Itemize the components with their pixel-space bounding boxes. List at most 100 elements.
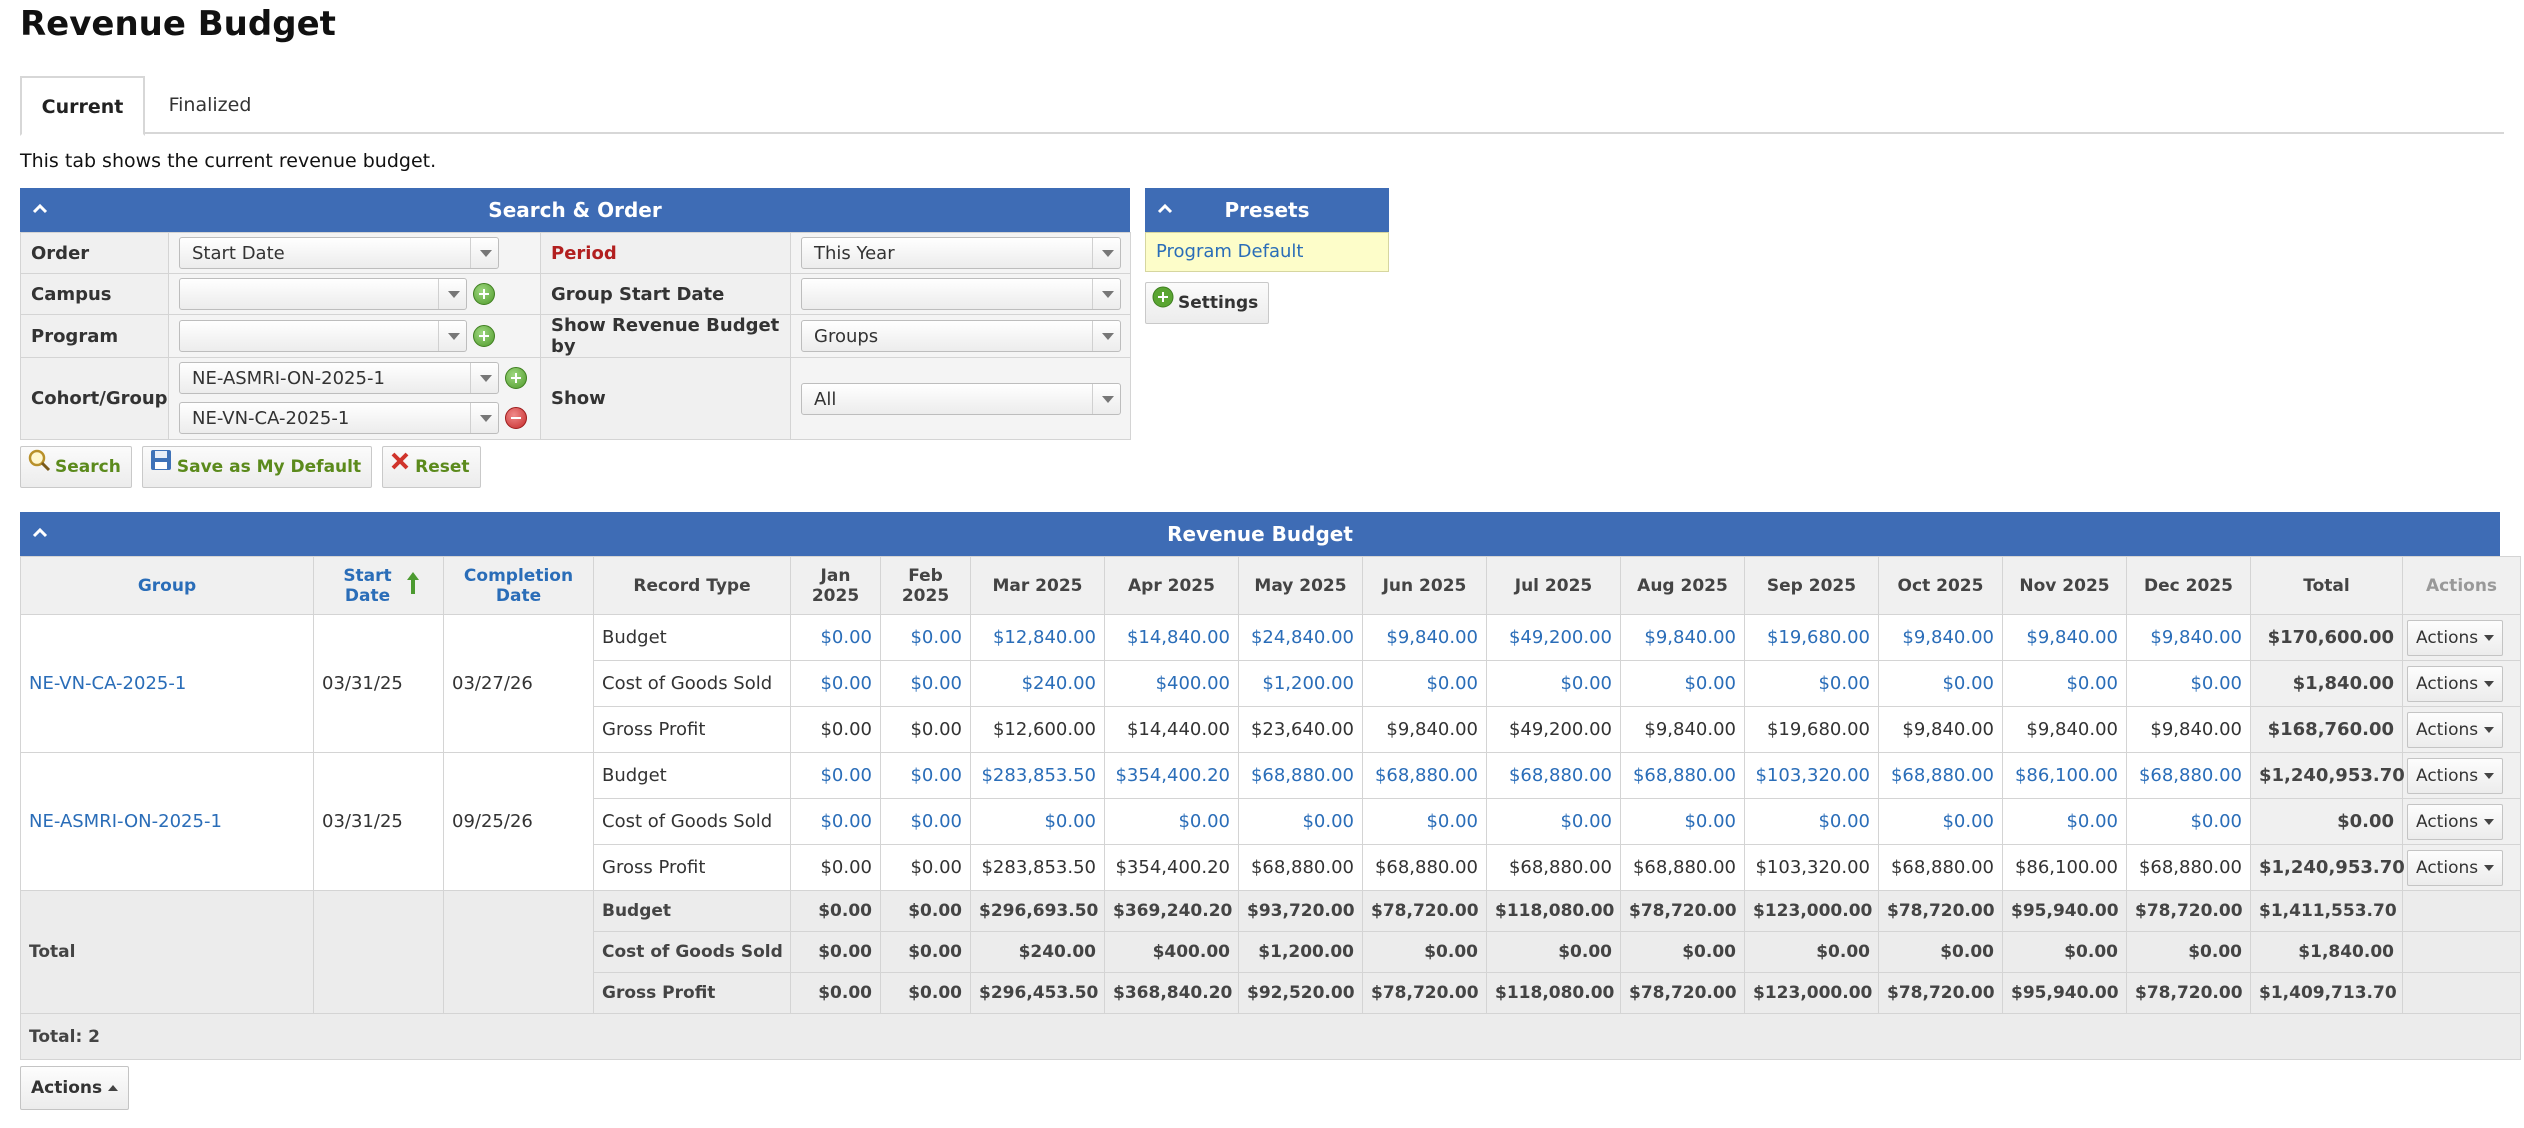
amount-link[interactable]: $0.00: [790, 752, 881, 799]
collapse-chevron-icon[interactable]: [30, 188, 50, 232]
presets-panel: Presets Program Default: [1145, 188, 1389, 272]
amount-link[interactable]: $0.00: [790, 614, 881, 661]
amount-link[interactable]: $9,840.00: [1362, 614, 1487, 661]
add-campus-icon[interactable]: [473, 283, 495, 305]
tab-finalized[interactable]: Finalized: [168, 94, 252, 116]
amount-link[interactable]: $68,880.00: [1620, 752, 1745, 799]
row-actions-button[interactable]: Actions: [2407, 665, 2504, 702]
show-by-select[interactable]: Groups: [801, 320, 1121, 352]
amount-link[interactable]: $0.00: [880, 660, 971, 707]
group-link[interactable]: NE-ASMRI-ON-2025-1: [20, 752, 314, 891]
col-month-1: Feb 2025: [880, 556, 971, 615]
reset-button[interactable]: Reset: [382, 446, 481, 488]
amount-link[interactable]: $19,680.00: [1744, 614, 1879, 661]
row-actions-button[interactable]: Actions: [2407, 849, 2504, 886]
settings-button[interactable]: Settings: [1145, 282, 1270, 324]
amount-cell: $68,880.00: [1486, 844, 1621, 891]
cohort-select-1[interactable]: NE-ASMRI-ON-2025-1: [179, 361, 499, 394]
row-actions-cell: Actions: [2402, 660, 2521, 707]
amount-link[interactable]: $49,200.00: [1486, 614, 1621, 661]
amount-link[interactable]: $0.00: [1486, 798, 1621, 845]
add-cohort-icon[interactable]: [505, 366, 527, 389]
amount-link[interactable]: $9,840.00: [2126, 614, 2251, 661]
group-start-select[interactable]: [801, 278, 1121, 310]
show-select[interactable]: All: [801, 382, 1121, 415]
amount-link[interactable]: $0.00: [1878, 798, 2003, 845]
col-group[interactable]: Group: [20, 556, 314, 615]
caret-down-icon: [2484, 634, 2495, 641]
row-actions-button[interactable]: Actions: [2407, 619, 2504, 656]
preset-program-default[interactable]: Program Default: [1145, 232, 1389, 272]
amount-link[interactable]: $0.00: [1744, 798, 1879, 845]
amount-link[interactable]: $0.00: [1104, 798, 1239, 845]
program-select[interactable]: [179, 320, 467, 352]
amount-link[interactable]: $0.00: [880, 614, 971, 661]
row-actions-button[interactable]: Actions: [2407, 803, 2504, 840]
col-start-date[interactable]: Start Date: [313, 556, 444, 615]
save-default-button[interactable]: Save as My Default: [141, 446, 373, 488]
amount-link[interactable]: $283,853.50: [970, 752, 1105, 799]
group-link[interactable]: NE-VN-CA-2025-1: [20, 614, 314, 753]
col-completion-date[interactable]: Completion Date: [443, 556, 594, 615]
amount-link[interactable]: $0.00: [970, 798, 1105, 845]
add-program-icon[interactable]: [473, 325, 495, 347]
amount-link[interactable]: $0.00: [1620, 660, 1745, 707]
amount-link[interactable]: $0.00: [790, 660, 881, 707]
amount-link[interactable]: $0.00: [2002, 660, 2127, 707]
amount-link[interactable]: $68,880.00: [1238, 752, 1363, 799]
amount-link[interactable]: $0.00: [1238, 798, 1363, 845]
amount-link[interactable]: $68,880.00: [1486, 752, 1621, 799]
amount-link[interactable]: $0.00: [1620, 798, 1745, 845]
amount-link[interactable]: $0.00: [1362, 798, 1487, 845]
amount-link[interactable]: $86,100.00: [2002, 752, 2127, 799]
amount-link[interactable]: $0.00: [2126, 660, 2251, 707]
totals-actions-empty: [2402, 931, 2521, 973]
amount-link[interactable]: $9,840.00: [1878, 614, 2003, 661]
amount-link[interactable]: $400.00: [1104, 660, 1239, 707]
cohort-select-2[interactable]: NE-VN-CA-2025-1: [179, 401, 499, 434]
amount-link[interactable]: $68,880.00: [1362, 752, 1487, 799]
amount-cell: $49,200.00: [1486, 706, 1621, 753]
amount-link[interactable]: $103,320.00: [1744, 752, 1879, 799]
amount-link[interactable]: $9,840.00: [2002, 614, 2127, 661]
collapse-chevron-icon[interactable]: [30, 512, 50, 556]
amount-link[interactable]: $0.00: [1486, 660, 1621, 707]
amount-link[interactable]: $1,200.00: [1238, 660, 1363, 707]
program-label: Program: [20, 314, 169, 358]
bulk-actions-label: Actions: [31, 1078, 103, 1098]
tab-current[interactable]: Current: [20, 76, 145, 136]
amount-link[interactable]: $12,840.00: [970, 614, 1105, 661]
totals-amount-cell: $368,840.20: [1104, 972, 1239, 1014]
amount-link[interactable]: $240.00: [970, 660, 1105, 707]
revenue-budget-table: Group Start Date Completion Date Record …: [20, 556, 2521, 1060]
row-actions-button[interactable]: Actions: [2407, 711, 2504, 748]
cohort-label: Cohort/Group: [20, 357, 169, 440]
revenue-budget-header: Revenue Budget: [20, 512, 2500, 556]
amount-link[interactable]: $0.00: [1362, 660, 1487, 707]
start-date-cell: 03/31/25: [313, 614, 444, 753]
amount-link[interactable]: $354,400.20: [1104, 752, 1239, 799]
order-select[interactable]: Start Date: [179, 237, 499, 269]
remove-cohort-icon[interactable]: [505, 406, 527, 429]
amount-link[interactable]: $0.00: [1744, 660, 1879, 707]
amount-link[interactable]: $68,880.00: [1878, 752, 2003, 799]
period-select[interactable]: This Year: [801, 237, 1121, 269]
chevron-down-icon: [1092, 383, 1120, 414]
row-actions-button[interactable]: Actions: [2407, 757, 2504, 794]
amount-link[interactable]: $9,840.00: [1620, 614, 1745, 661]
amount-link[interactable]: $0.00: [880, 752, 971, 799]
collapse-chevron-icon[interactable]: [1155, 188, 1175, 232]
amount-link[interactable]: $0.00: [2002, 798, 2127, 845]
amount-link[interactable]: $68,880.00: [2126, 752, 2251, 799]
cohort-select-1-value: NE-ASMRI-ON-2025-1: [192, 367, 385, 389]
record-count-row: Total: 2: [20, 1013, 2521, 1060]
amount-link[interactable]: $0.00: [1878, 660, 2003, 707]
amount-link[interactable]: $14,840.00: [1104, 614, 1239, 661]
amount-link[interactable]: $0.00: [2126, 798, 2251, 845]
amount-link[interactable]: $24,840.00: [1238, 614, 1363, 661]
amount-link[interactable]: $0.00: [880, 798, 971, 845]
search-button[interactable]: Search: [20, 446, 132, 488]
amount-link[interactable]: $0.00: [790, 798, 881, 845]
bulk-actions-button[interactable]: Actions: [20, 1066, 130, 1110]
campus-select[interactable]: [179, 278, 467, 310]
